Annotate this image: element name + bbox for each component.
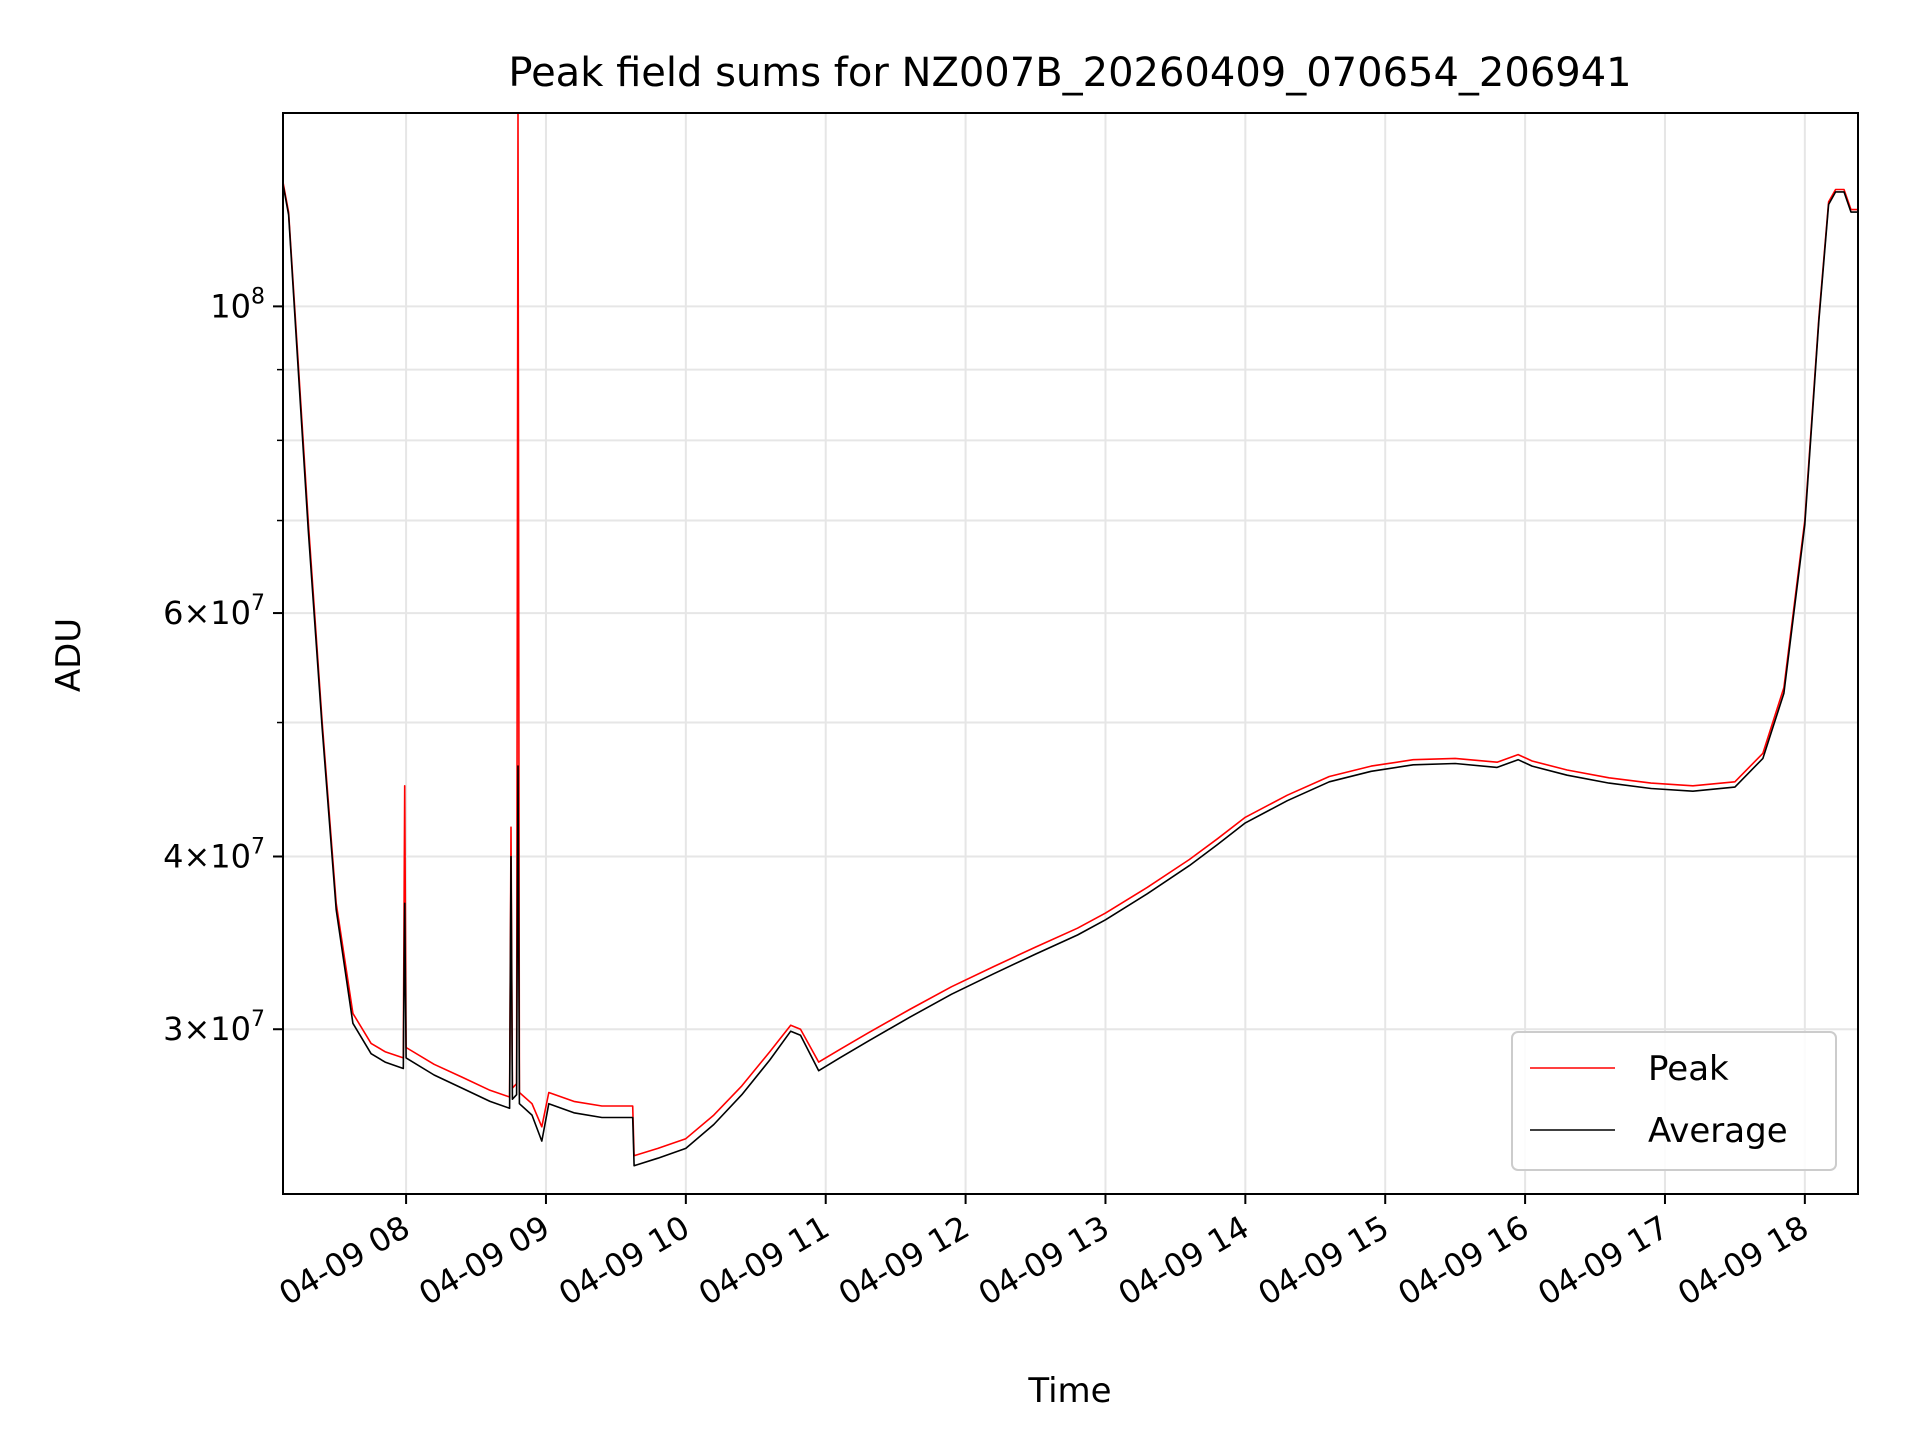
- y-tick-times: ×10: [183, 594, 251, 632]
- y-tick-exponent: 7: [251, 835, 265, 860]
- plot-frame: [282, 112, 1859, 1195]
- chart-title: Peak field sums for NZ007B_20260409_0706…: [508, 50, 1631, 96]
- y-tick-mantissa: 4: [163, 838, 183, 876]
- legend-box: [1511, 1031, 1837, 1171]
- y-tick-mantissa: 6: [163, 594, 183, 632]
- grid: [283, 113, 1858, 1194]
- y-tick-label: 6×107: [163, 591, 265, 632]
- series-line-average: [282, 184, 1858, 1167]
- y-tick-times: ×10: [183, 1010, 251, 1048]
- y-tick-label: 108: [210, 284, 265, 325]
- legend: Peak Average: [1511, 1031, 1837, 1171]
- y-tick-label: 4×107: [163, 835, 265, 876]
- y-axis-label: ADU: [49, 618, 89, 692]
- y-tick-exponent: 7: [251, 1007, 265, 1032]
- legend-label-average: Average: [1648, 1111, 1788, 1151]
- y-tick-exponent: 8: [251, 284, 265, 309]
- plot-lines: [282, 112, 1858, 1167]
- legend-label-peak: Peak: [1648, 1049, 1729, 1089]
- y-tick-label: 3×107: [163, 1007, 265, 1048]
- y-tick-exponent: 7: [251, 591, 265, 616]
- x-axis-label: Time: [1027, 1371, 1111, 1411]
- series-line-peak: [282, 112, 1858, 1157]
- y-tick-mantissa: 3: [163, 1010, 183, 1048]
- y-tick-mantissa: 10: [210, 287, 251, 325]
- y-tick-times: ×10: [183, 838, 251, 876]
